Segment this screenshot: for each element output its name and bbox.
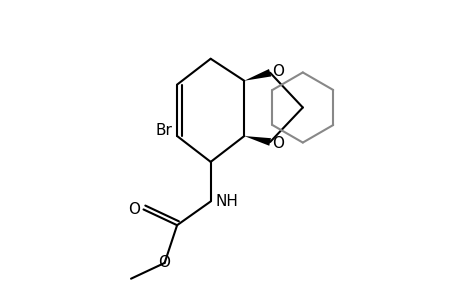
Text: NH: NH bbox=[215, 194, 237, 209]
Polygon shape bbox=[244, 69, 271, 81]
Text: Br: Br bbox=[156, 123, 172, 138]
Polygon shape bbox=[244, 136, 270, 146]
Text: O: O bbox=[272, 136, 284, 151]
Text: O: O bbox=[128, 202, 140, 217]
Text: O: O bbox=[272, 64, 284, 79]
Text: O: O bbox=[158, 255, 170, 270]
